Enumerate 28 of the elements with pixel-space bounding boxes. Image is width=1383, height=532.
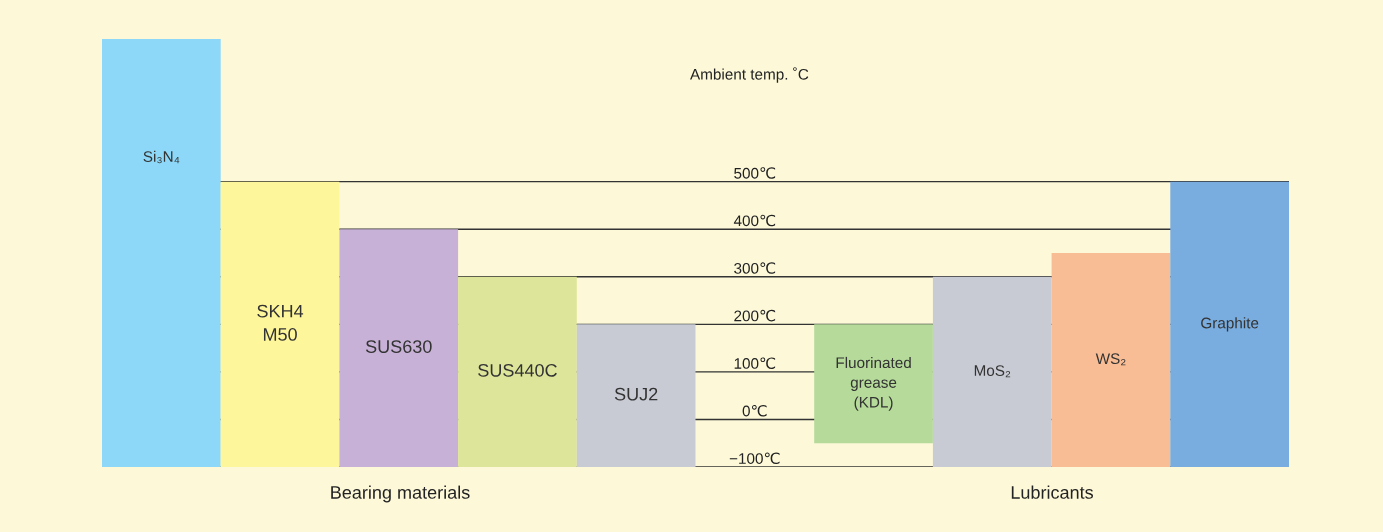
ref-line-label: 300℃	[734, 262, 776, 274]
x-tick-label: Fluorinated grease (KDL)	[836, 356, 911, 411]
bar	[932, 276, 1052, 467]
text: Bearing materials	[331, 485, 470, 503]
x-tick-label: Graphite	[1201, 317, 1259, 332]
bar	[576, 324, 696, 467]
x-tick-label: SUS630	[365, 340, 432, 353]
ref-line-label: 400℃	[733, 214, 776, 227]
bar	[1170, 181, 1289, 467]
annotation: Ambient temp. ˚C	[690, 67, 809, 83]
ref-line-label: 0℃	[742, 404, 767, 417]
x-tick-label: SKH4 M50	[257, 304, 304, 341]
x-tick-label: MoS₂	[974, 365, 1011, 378]
bar	[102, 39, 221, 467]
bar	[339, 229, 459, 467]
x-tick-label: SUJ2	[614, 387, 658, 401]
ref-line-label: −100℃	[729, 452, 780, 465]
ref-line-label: 200℃	[734, 309, 776, 322]
text: Lubricants	[1011, 485, 1093, 499]
bar	[220, 181, 340, 467]
ref-line-label: 500℃	[734, 167, 776, 179]
ref-line-label: 100℃	[734, 357, 776, 369]
x-tick-label: Si₃N₄	[143, 150, 180, 164]
x-tick-label: WS₂	[1095, 353, 1126, 366]
bar	[1051, 253, 1171, 467]
x-tick-label: SUS440C	[478, 363, 557, 377]
bar	[814, 324, 933, 444]
bar	[458, 276, 577, 467]
